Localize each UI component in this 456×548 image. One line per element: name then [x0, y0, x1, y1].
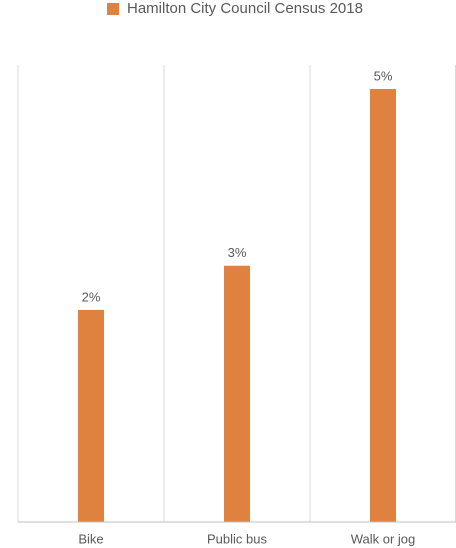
x-tick-label: Bike [78, 531, 103, 546]
bar [78, 309, 104, 522]
x-tick-label: Walk or jog [351, 531, 416, 546]
bar [224, 265, 250, 522]
data-label: 2% [82, 289, 101, 304]
data-label: 3% [228, 245, 247, 260]
legend-label: Hamilton City Council Census 2018 [127, 0, 363, 17]
x-tick-label: Public bus [207, 531, 267, 546]
legend-swatch [107, 3, 119, 15]
bar [370, 89, 396, 522]
data-label: 5% [374, 68, 393, 83]
